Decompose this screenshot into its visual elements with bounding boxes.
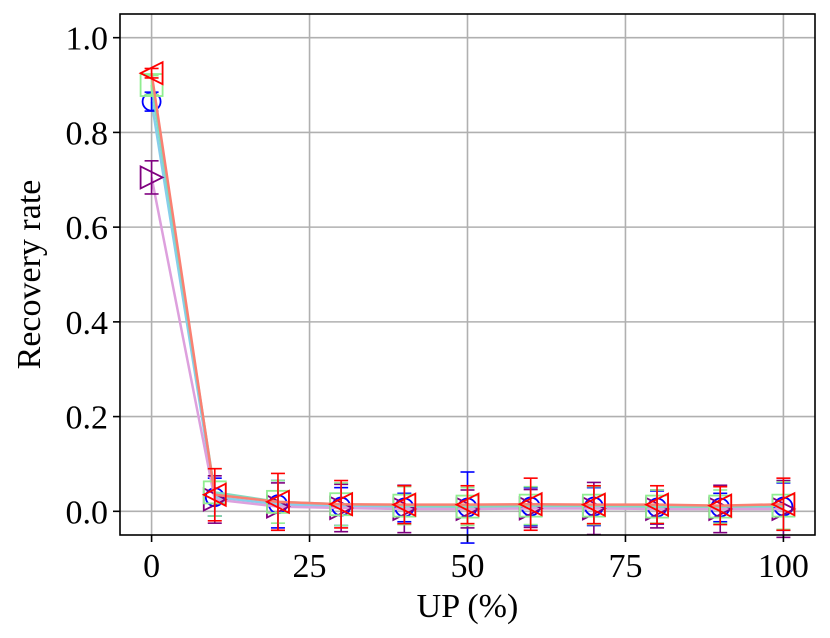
data-point-triangle: [201, 482, 227, 508]
data-point-triangle: [770, 491, 796, 517]
x-tick-label: 25: [293, 548, 327, 585]
data-point-triangle: [139, 164, 165, 190]
data-point-triangle: [644, 492, 669, 518]
x-tick-label: 0: [143, 548, 160, 585]
data-point-triangle: [328, 491, 354, 517]
grid: [120, 14, 815, 535]
data-point-triangle: [517, 491, 543, 517]
x-axis: 0 25 50 75 100: [143, 535, 809, 585]
y-tick-label: 1.0: [66, 21, 109, 58]
data-point-triangle: [391, 492, 417, 518]
data-point-triangle: [454, 492, 480, 518]
y-tick-label: 0.4: [66, 305, 109, 342]
data-point-triangle: [580, 492, 606, 518]
series-4: [138, 60, 796, 532]
series-layer: [138, 60, 797, 544]
y-tick-label: 0.8: [66, 115, 109, 152]
y-axis-label: Recovery rate: [11, 180, 48, 370]
data-point-triangle: [264, 489, 290, 515]
y-tick-label: 0.0: [66, 494, 109, 531]
x-tick-label: 100: [758, 548, 809, 585]
y-tick-label: 0.2: [66, 400, 109, 437]
y-axis: 0.0 0.2 0.4 0.6 0.8 1.0: [66, 21, 120, 531]
x-axis-label: UP (%): [417, 588, 519, 625]
x-tick-label: 75: [608, 548, 642, 585]
data-point-triangle: [707, 493, 733, 519]
data-point-triangle: [138, 60, 164, 86]
y-tick-label: 0.6: [66, 210, 109, 247]
x-tick-label: 50: [451, 548, 485, 585]
